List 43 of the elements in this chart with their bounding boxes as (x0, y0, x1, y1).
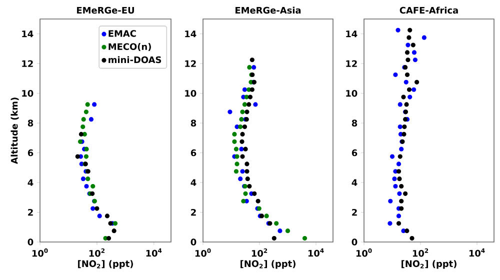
y-tick-label: 12 (185, 60, 196, 67)
y-tick-label: 0 (352, 238, 358, 246)
y-tick-label: 10 (346, 90, 358, 97)
y-tick-label: 0 (190, 238, 196, 246)
y-axis-title: Altitude (km) (10, 98, 19, 164)
y-tick-label: 14 (185, 30, 196, 38)
legend-label: mini-DOAS (108, 56, 162, 64)
x-axis-title: [NO$_{2}$] (ppt) (240, 260, 296, 269)
x-tick-label: 10$^{2}$ (89, 248, 104, 257)
x-tick-label: 10$^{2}$ (252, 248, 268, 257)
y-tick-label: 10 (185, 90, 196, 97)
y-tick-label: 8 (28, 120, 34, 126)
legend-label: EMAC (108, 30, 136, 37)
y-tick-label: 4 (352, 179, 358, 186)
y-tick-label: 12 (22, 60, 33, 67)
y-tick-label: 4 (190, 179, 196, 186)
x-tick-label: 10$^{0}$ (356, 248, 372, 257)
x-tick-label: 10$^{4}$ (146, 248, 162, 257)
y-tick-label: 10 (22, 90, 34, 97)
y-tick-label: 2 (191, 208, 196, 216)
y-tick-label: 12 (346, 60, 357, 67)
legend-label: MECO(n) (108, 43, 151, 52)
y-tick-label: 14 (22, 30, 34, 38)
x-tick-label: 10$^{4}$ (469, 248, 485, 257)
x-tick-label: 10$^{2}$ (412, 248, 428, 257)
y-tick-label: 8 (352, 120, 358, 126)
chart-title: EMeRGe-Asia (236, 6, 301, 14)
y-tick-label: 4 (28, 179, 34, 186)
y-tick-label: 2 (352, 208, 357, 216)
chart-title: CAFE-Africa (400, 6, 458, 14)
x-axis-title: [NO$_{2}$] (ppt) (402, 260, 456, 269)
x-axis-title: [NO$_{2}$] (ppt) (78, 260, 133, 269)
chart-title: EMeRGe-EU (77, 6, 134, 14)
y-tick-label: 2 (28, 208, 33, 216)
y-tick-label: 6 (352, 149, 358, 156)
y-tick-label: 14 (346, 30, 358, 38)
y-tick-label: 6 (190, 149, 196, 156)
x-tick-label: 10$^{4}$ (308, 248, 324, 257)
x-tick-label: 10$^{0}$ (32, 248, 48, 257)
y-tick-label: 8 (190, 120, 196, 126)
y-tick-label: 6 (28, 149, 34, 156)
x-tick-label: 10$^{0}$ (195, 248, 211, 257)
y-tick-label: 0 (28, 238, 34, 246)
